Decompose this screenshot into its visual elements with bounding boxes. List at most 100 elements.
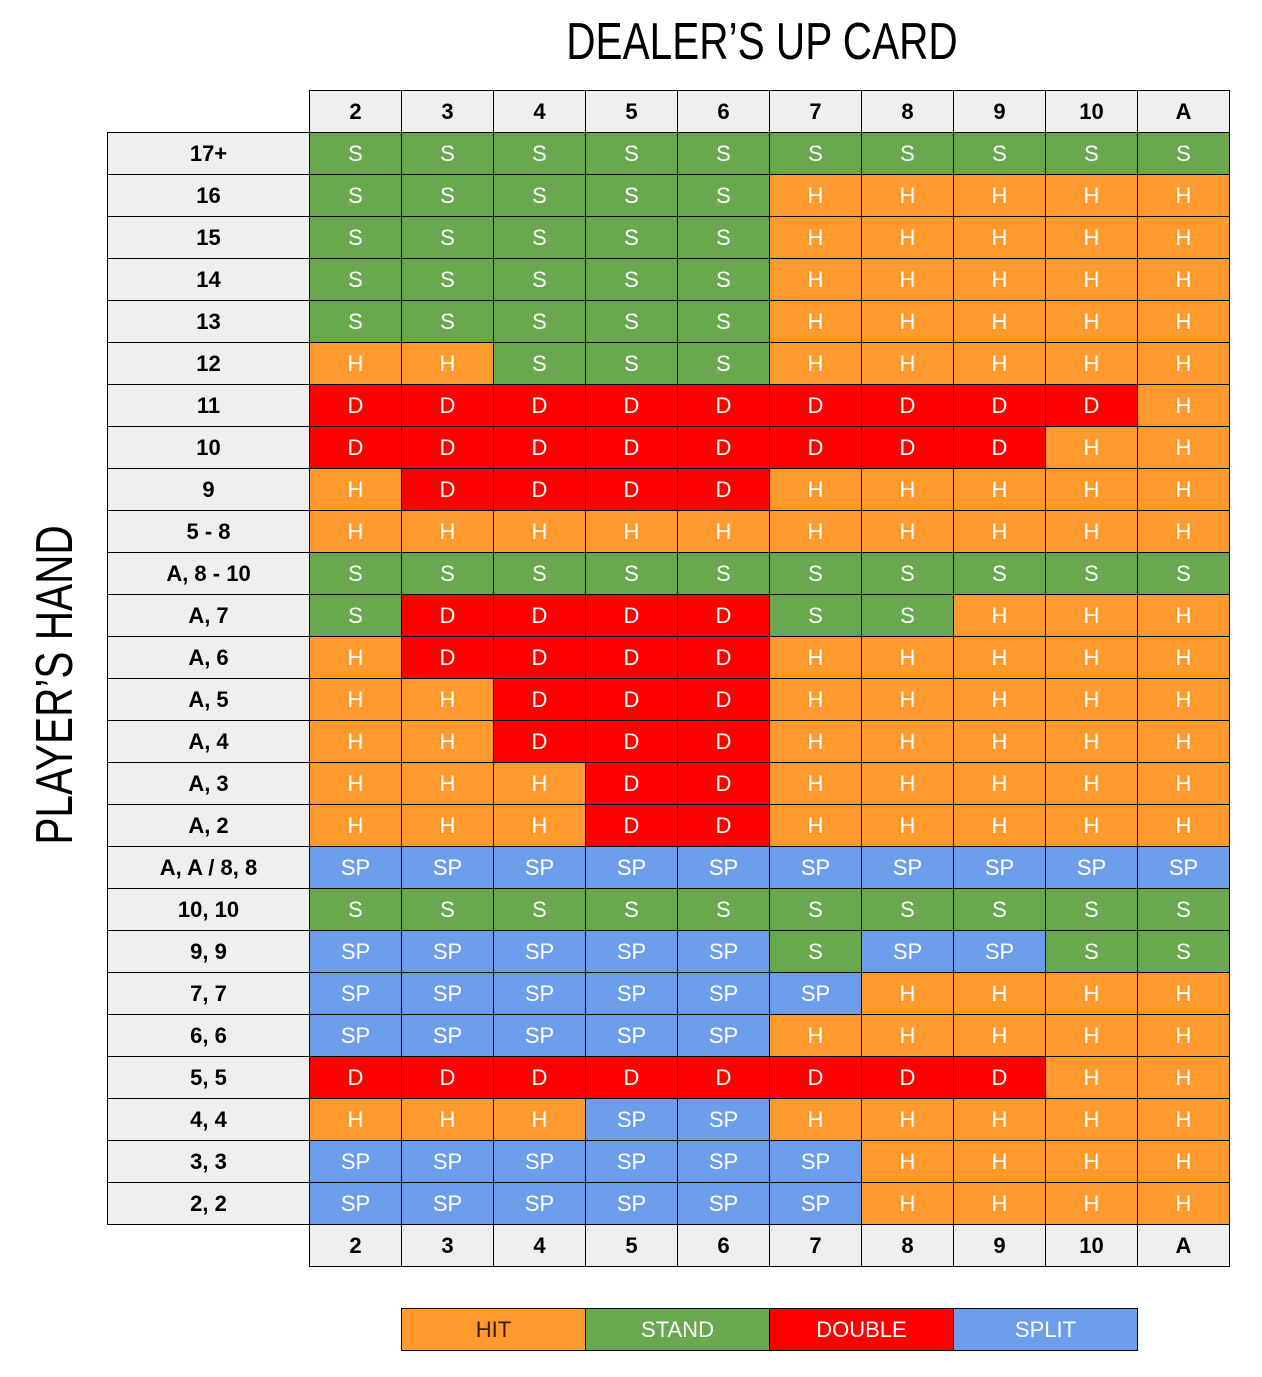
action-cell: H bbox=[1045, 1182, 1138, 1225]
action-cell: S bbox=[1137, 552, 1230, 595]
action-cell: H bbox=[861, 678, 954, 721]
row-label: 5, 5 bbox=[107, 1056, 310, 1099]
action-cell: SP bbox=[493, 1140, 586, 1183]
row-label: 13 bbox=[107, 300, 310, 343]
action-cell: D bbox=[493, 678, 586, 721]
action-cell: D bbox=[677, 636, 770, 679]
action-cell: S bbox=[861, 888, 954, 931]
action-cell: SP bbox=[309, 846, 402, 889]
action-cell: H bbox=[861, 804, 954, 847]
action-cell: D bbox=[585, 594, 678, 637]
action-cell: SP bbox=[585, 846, 678, 889]
action-cell: D bbox=[493, 384, 586, 427]
action-cell: H bbox=[585, 510, 678, 553]
action-cell: D bbox=[585, 804, 678, 847]
row-label: 6, 6 bbox=[107, 1014, 310, 1057]
action-cell: S bbox=[585, 342, 678, 385]
column-footer: 7 bbox=[769, 1224, 862, 1267]
action-cell: H bbox=[309, 762, 402, 805]
action-cell: H bbox=[953, 1098, 1046, 1141]
action-cell: D bbox=[953, 426, 1046, 469]
action-cell: H bbox=[953, 1182, 1046, 1225]
action-cell: S bbox=[861, 594, 954, 637]
action-cell: D bbox=[585, 762, 678, 805]
action-cell: D bbox=[677, 762, 770, 805]
action-cell: H bbox=[769, 804, 862, 847]
action-cell: H bbox=[309, 678, 402, 721]
action-cell: H bbox=[401, 720, 494, 763]
column-header: 5 bbox=[585, 90, 678, 133]
action-cell: H bbox=[401, 510, 494, 553]
action-cell: D bbox=[953, 384, 1046, 427]
action-cell: H bbox=[953, 1140, 1046, 1183]
action-cell: H bbox=[1045, 804, 1138, 847]
action-cell: H bbox=[861, 342, 954, 385]
column-footer: 4 bbox=[493, 1224, 586, 1267]
action-cell: S bbox=[677, 342, 770, 385]
action-cell: H bbox=[769, 468, 862, 511]
action-cell: D bbox=[493, 720, 586, 763]
action-cell: SP bbox=[401, 1182, 494, 1225]
column-header: 2 bbox=[309, 90, 402, 133]
action-cell: H bbox=[769, 1014, 862, 1057]
action-cell: S bbox=[677, 174, 770, 217]
action-cell: S bbox=[585, 300, 678, 343]
row-label: 12 bbox=[107, 342, 310, 385]
column-header: 9 bbox=[953, 90, 1046, 133]
column-header: 7 bbox=[769, 90, 862, 133]
action-cell: H bbox=[953, 972, 1046, 1015]
action-cell: S bbox=[1045, 132, 1138, 175]
action-cell: H bbox=[953, 258, 1046, 301]
column-header: A bbox=[1137, 90, 1230, 133]
action-cell: H bbox=[1045, 1014, 1138, 1057]
action-cell: SP bbox=[309, 1140, 402, 1183]
action-cell: H bbox=[861, 636, 954, 679]
action-cell: SP bbox=[401, 930, 494, 973]
action-cell: D bbox=[1045, 384, 1138, 427]
action-cell: H bbox=[1045, 426, 1138, 469]
action-cell: S bbox=[309, 132, 402, 175]
action-cell: SP bbox=[585, 1140, 678, 1183]
action-cell: D bbox=[401, 426, 494, 469]
legend-item: SPLIT bbox=[953, 1308, 1138, 1351]
action-cell: H bbox=[769, 258, 862, 301]
action-cell: H bbox=[309, 636, 402, 679]
action-cell: S bbox=[401, 174, 494, 217]
legend-item: HIT bbox=[401, 1308, 586, 1351]
action-cell: H bbox=[953, 804, 1046, 847]
action-cell: SP bbox=[677, 1182, 770, 1225]
action-cell: SP bbox=[309, 1014, 402, 1057]
row-label: 14 bbox=[107, 258, 310, 301]
title: DEALER’S UP CARD bbox=[566, 13, 958, 71]
column-header: 8 bbox=[861, 90, 954, 133]
action-cell: H bbox=[493, 804, 586, 847]
side-label: PLAYER’S HAND bbox=[26, 525, 84, 845]
action-cell: S bbox=[861, 552, 954, 595]
action-cell: D bbox=[309, 1056, 402, 1099]
action-cell: S bbox=[309, 174, 402, 217]
row-label: 17+ bbox=[107, 132, 310, 175]
action-cell: D bbox=[401, 468, 494, 511]
action-cell: SP bbox=[677, 1140, 770, 1183]
action-cell: H bbox=[953, 678, 1046, 721]
row-label: A, 6 bbox=[107, 636, 310, 679]
action-cell: SP bbox=[401, 1014, 494, 1057]
action-cell: S bbox=[769, 930, 862, 973]
action-cell: H bbox=[1137, 216, 1230, 259]
action-cell: D bbox=[493, 468, 586, 511]
action-cell: H bbox=[1045, 468, 1138, 511]
action-cell: H bbox=[1137, 594, 1230, 637]
row-label: A, 3 bbox=[107, 762, 310, 805]
action-cell: H bbox=[953, 594, 1046, 637]
row-label: 2, 2 bbox=[107, 1182, 310, 1225]
action-cell: SP bbox=[585, 972, 678, 1015]
action-cell: D bbox=[401, 384, 494, 427]
row-label: A, A / 8, 8 bbox=[107, 846, 310, 889]
action-cell: SP bbox=[953, 846, 1046, 889]
action-cell: H bbox=[1045, 216, 1138, 259]
action-cell: SP bbox=[769, 1140, 862, 1183]
action-cell: D bbox=[677, 804, 770, 847]
action-cell: H bbox=[953, 1014, 1046, 1057]
action-cell: D bbox=[585, 678, 678, 721]
action-cell: S bbox=[769, 888, 862, 931]
